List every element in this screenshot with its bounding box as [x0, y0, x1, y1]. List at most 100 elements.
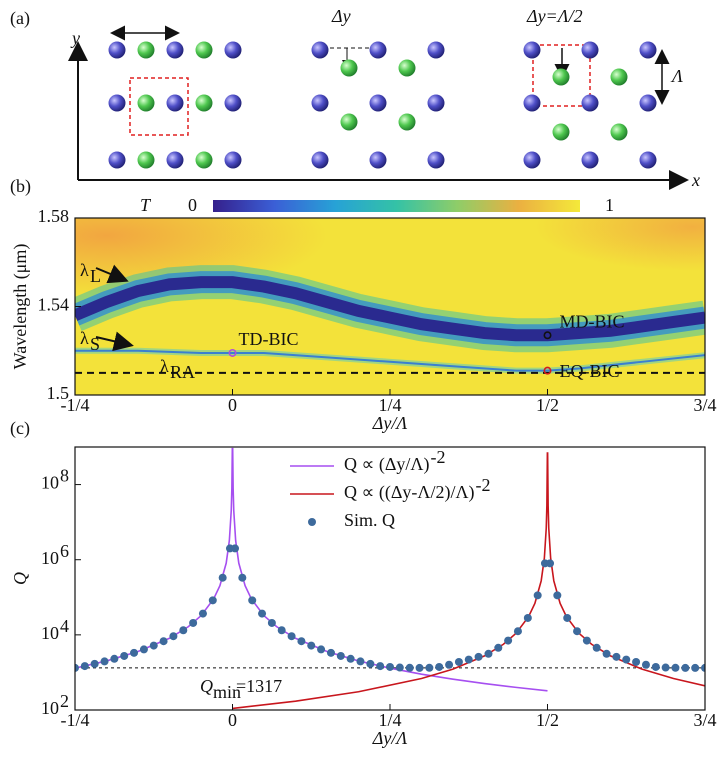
sim-point [405, 663, 414, 672]
panel-label: (a) [10, 8, 30, 29]
pointer [95, 264, 129, 284]
x-tick-label: 3/4 [693, 395, 716, 415]
x-tick-label: 1/4 [378, 395, 401, 415]
band-label: λ [160, 356, 169, 376]
plot-area [75, 447, 705, 710]
heatmap-bands [75, 265, 705, 374]
unit-cell [532, 44, 591, 107]
sim-point [474, 652, 483, 661]
x-tick-label: 1/4 [378, 710, 401, 730]
y-tick-label: 10 [41, 548, 59, 568]
y-tick-label: 10 [41, 698, 59, 718]
sim-point [651, 662, 660, 671]
atom [195, 41, 213, 59]
reference-label-value: =1317 [236, 676, 282, 696]
atom [552, 123, 570, 141]
legend-label-sup: -2 [430, 447, 445, 467]
panel-label: (c) [10, 418, 30, 439]
sim-point [110, 654, 119, 663]
atom [581, 94, 599, 112]
colorbar-tick-label: 1 [605, 195, 614, 215]
sim-point [641, 660, 650, 669]
sim-point [208, 596, 217, 605]
sim-point [573, 627, 582, 636]
shift-half-label: Δy=Λ/2 [526, 6, 583, 26]
axis-y: y [70, 28, 80, 48]
y-tick-exponent: 4 [60, 616, 69, 636]
sim-point [267, 618, 276, 627]
sim-point [287, 632, 296, 641]
atom [311, 94, 329, 112]
atom [137, 94, 155, 112]
colorbar-label: T [140, 195, 152, 215]
x-tick-label: 0 [228, 395, 237, 415]
bic-label: MD-BIC [560, 311, 625, 331]
atom [427, 41, 445, 59]
atom [108, 94, 126, 112]
bic-marker [543, 331, 552, 340]
atom [523, 151, 541, 169]
sim-point [602, 649, 611, 658]
band-label-sub: L [90, 266, 101, 286]
sim-point [484, 649, 493, 658]
sim-point [346, 654, 355, 663]
atom [224, 94, 242, 112]
sim-point [130, 648, 139, 657]
band-label: λ [80, 328, 89, 348]
y-tick-label: 10 [41, 473, 59, 493]
sim-point [258, 609, 267, 618]
sim-point [612, 652, 621, 661]
lattice [108, 41, 657, 169]
sim-point [681, 663, 690, 672]
sim-point [454, 657, 463, 666]
sim-point [553, 591, 562, 600]
atom [581, 151, 599, 169]
sim-point [563, 613, 572, 622]
sim-point [277, 626, 286, 635]
sim-point [159, 637, 168, 646]
x-tick-label: 3/4 [693, 710, 716, 730]
sim-point [90, 659, 99, 668]
atom [137, 41, 155, 59]
sim-point [425, 663, 434, 672]
shift-label: Δy [331, 6, 351, 26]
y-tick-exponent: 6 [60, 541, 69, 561]
y-tick-label: 10 [41, 623, 59, 643]
atom [369, 151, 387, 169]
y-tick-label: 1.5 [47, 383, 70, 403]
x-tick-label: -1/4 [61, 395, 90, 415]
sim-point [198, 609, 207, 618]
sim-point [75, 663, 79, 672]
atom [523, 94, 541, 112]
band-label-sub: RA [170, 362, 195, 382]
sim-point [80, 662, 89, 671]
atom [639, 151, 657, 169]
atom [311, 151, 329, 169]
sim-point [149, 641, 158, 650]
period-label: Λ [670, 66, 683, 86]
band [75, 349, 705, 372]
y-axis-label: Q [10, 572, 30, 585]
sim-point [238, 573, 247, 582]
atom [311, 41, 329, 59]
atom [581, 41, 599, 59]
atom [166, 151, 184, 169]
sim-point [592, 643, 601, 652]
sim-point [179, 626, 188, 635]
sim-point [317, 645, 326, 654]
x-tick-label: 0 [228, 710, 237, 730]
sim-point [701, 663, 705, 672]
atom [639, 94, 657, 112]
sim-point [297, 637, 306, 646]
sim-point [336, 651, 345, 660]
legend-label: Q ∝ (Δy/Λ) [344, 454, 429, 475]
x-axis-label: Δy/Λ [372, 728, 408, 748]
sim-point [189, 618, 198, 627]
atom [398, 113, 416, 131]
atom [427, 151, 445, 169]
sim-point [376, 662, 385, 671]
atom [108, 41, 126, 59]
legend-label: Sim. Q [344, 510, 395, 530]
sim-point [139, 645, 148, 654]
